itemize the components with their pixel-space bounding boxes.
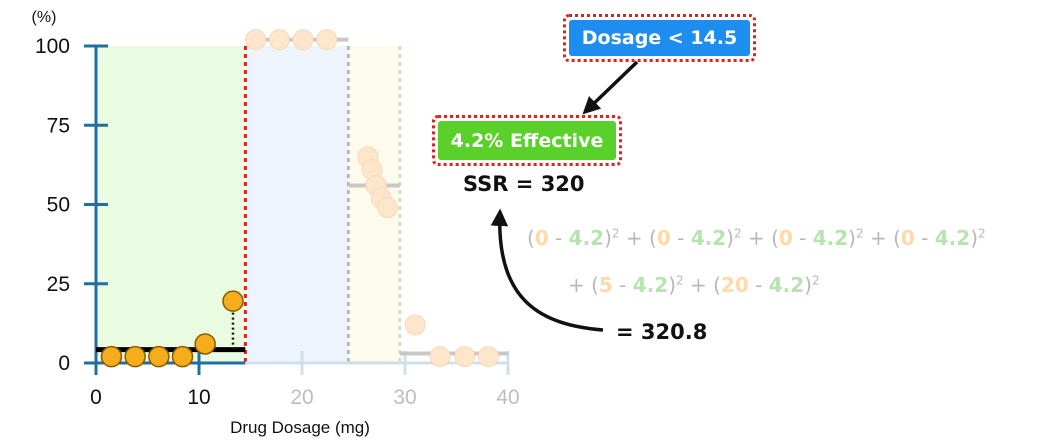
eq_line1-part: 2 <box>855 226 864 241</box>
data-point <box>477 346 499 368</box>
eq_line1-part: 0 <box>778 226 793 250</box>
data-point <box>292 29 314 51</box>
eq_line1-part: - <box>670 226 691 250</box>
region-0 <box>96 46 246 363</box>
leaf-box-label: 4.2% Effective <box>450 129 604 152</box>
result-label: = 320.8 <box>616 320 708 344</box>
eq_line1-part: 4.2 <box>934 226 971 250</box>
data-point <box>124 345 146 368</box>
eq_line2-part: - <box>612 273 633 297</box>
ssr-equation-line2: + (5 - 4.2)2 + (20 - 4.2)2 <box>568 273 820 297</box>
eq_line1-part: + ( <box>741 226 779 250</box>
eq_line1-part: ) <box>970 226 979 250</box>
x-tick-label-2: 20 <box>290 386 313 409</box>
ssr-equation-line1: (0 - 4.2)2 + (0 - 4.2)2 + (0 - 4.2)2 + (… <box>527 226 986 250</box>
arrows <box>490 60 639 332</box>
eq_line2-part: 5 <box>598 273 613 297</box>
eq_line1-part: 2 <box>611 226 620 241</box>
eq_line1-part: 4.2 <box>690 226 727 250</box>
eq_line1-part: - <box>548 226 569 250</box>
x-tick-label-1: 10 <box>187 386 210 409</box>
data-point <box>194 333 216 355</box>
eq_line1-part: - <box>914 226 935 250</box>
eq_line1-part: 0 <box>534 226 549 250</box>
ssr-label: SSR = 320 <box>463 172 585 196</box>
eq_line2-part: 2 <box>676 273 684 288</box>
eq_line1-part: + ( <box>619 226 657 250</box>
eq_line2-part: ) <box>804 273 812 297</box>
eq_line2-part: 2 <box>811 273 820 288</box>
data-point <box>148 345 170 368</box>
eq_line1-part: + ( <box>863 226 901 250</box>
data-point <box>222 290 244 312</box>
eq_line1-part: ( <box>527 226 535 250</box>
eq_line1-part: ) <box>604 226 612 250</box>
rule-to-leaf-arrow <box>582 60 639 115</box>
data-point <box>454 346 476 368</box>
eq_line2-part: + ( <box>683 273 721 297</box>
data-point <box>404 314 426 336</box>
data-point <box>316 29 338 51</box>
chart-regions <box>96 46 402 363</box>
x-tick-label-3: 30 <box>393 386 416 409</box>
rule-box-label: Dosage < 14.5 <box>581 27 738 49</box>
leaf-box: 4.2% Effective <box>432 115 622 166</box>
x-tick-label-4: 40 <box>496 386 519 409</box>
eq_line1-part: ) <box>726 226 734 250</box>
y-axis-label: (%) <box>32 9 57 26</box>
y-tick-label-2: 50 <box>47 194 70 217</box>
chart-points <box>100 29 499 368</box>
eq_line1-part: 4.2 <box>812 226 849 250</box>
data-point <box>100 345 123 368</box>
rule-box-fill: Dosage < 14.5 <box>569 20 750 56</box>
eq_line1-part: 4.2 <box>568 226 605 250</box>
data-point <box>245 29 267 51</box>
chart-axes: 0 25 50 75 100 0 10 20 30 40 <box>35 35 520 409</box>
y-tick-label-4: 100 <box>35 35 70 58</box>
eq_line2-part: ) <box>668 273 677 297</box>
y-tick-label-3: 75 <box>47 114 70 137</box>
eq_line1-part: ) <box>848 226 856 250</box>
rule-box: Dosage < 14.5 <box>563 14 756 62</box>
data-point <box>429 346 451 368</box>
x-tick-label-0: 0 <box>90 386 102 409</box>
eq_line2-part: 4.2 <box>632 273 669 297</box>
eq_line2-part: 20 <box>720 273 749 297</box>
leaf-box-fill: 4.2% Effective <box>438 121 616 160</box>
eq_line1-part: 0 <box>900 226 915 250</box>
eq_line2-part: + ( <box>568 273 599 297</box>
eq_line2-part: 4.2 <box>768 273 805 297</box>
eq_line1-part: 2 <box>733 226 742 241</box>
eq_line1-part: - <box>792 226 813 250</box>
region-1 <box>245 46 349 363</box>
eq_line1-part: 0 <box>656 226 671 250</box>
eq_line2-part: - <box>748 273 769 297</box>
x-axis-label: Drug Dosage (mg) <box>230 418 370 437</box>
data-point <box>268 29 290 51</box>
eq_line1-part: 2 <box>978 226 986 241</box>
data-point <box>376 197 398 219</box>
data-point <box>171 345 194 368</box>
y-tick-label-0: 0 <box>58 352 70 375</box>
result-to-ssr-arrow <box>490 208 604 332</box>
y-tick-label-1: 25 <box>47 273 70 296</box>
